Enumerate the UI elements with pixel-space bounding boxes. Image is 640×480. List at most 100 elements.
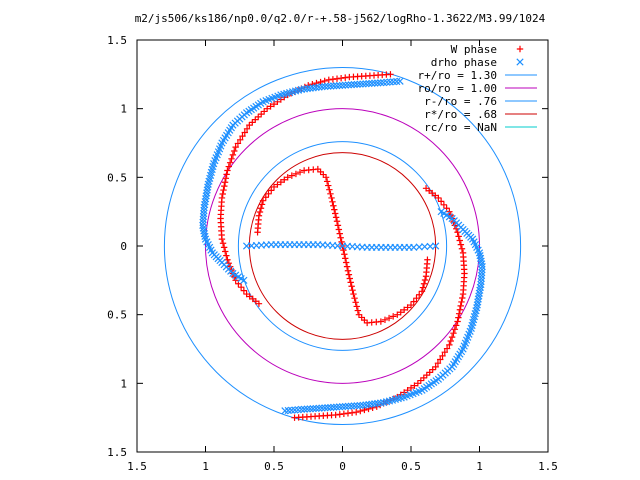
data-point [318, 83, 326, 91]
data-point [327, 82, 335, 90]
data-point [441, 349, 448, 356]
data-point [200, 209, 208, 218]
data-point [420, 374, 427, 382]
data-point [329, 198, 336, 206]
data-point [257, 205, 265, 212]
data-point [321, 404, 329, 412]
data-point [458, 245, 466, 252]
data-point [200, 206, 208, 215]
data-point [225, 259, 232, 267]
data-point [277, 178, 285, 186]
data-point [263, 105, 271, 112]
data-point [371, 400, 379, 408]
data-point [356, 401, 364, 410]
data-point [296, 168, 304, 176]
legend-label: W phase [451, 43, 497, 56]
data-point [256, 208, 264, 216]
data-point [341, 251, 348, 258]
data-point [338, 81, 347, 89]
data-point [414, 380, 422, 387]
data-point [243, 125, 251, 133]
data-point [221, 182, 228, 190]
data-point [317, 168, 324, 176]
data-point [426, 369, 433, 376]
data-point [225, 163, 232, 170]
data-point [453, 322, 460, 329]
data-point [387, 71, 394, 78]
data-point [435, 194, 442, 202]
data-point [237, 136, 244, 143]
circle-r-ro [163, 66, 522, 426]
data-point [199, 218, 207, 227]
data-point [331, 206, 338, 213]
data-point [359, 401, 367, 409]
data-point [262, 194, 269, 201]
data-point [410, 298, 417, 305]
data-point [353, 402, 361, 410]
data-point [423, 371, 430, 379]
data-point [315, 83, 323, 91]
data-point [240, 287, 248, 294]
legend-label: ro/ro = 1.00 [418, 82, 497, 95]
data-point [237, 284, 245, 291]
data-point [477, 257, 485, 265]
data-point [333, 403, 341, 411]
data-point [336, 230, 343, 237]
data-point [421, 276, 429, 284]
data-point [331, 210, 339, 217]
data-point [317, 78, 324, 86]
x-tick-label: 0 [339, 460, 346, 473]
data-point [413, 294, 420, 302]
y-tick-label: 1.5 [107, 34, 127, 47]
data-point [199, 215, 207, 224]
data-point [377, 79, 385, 87]
data-point [350, 402, 358, 410]
data-point [354, 307, 362, 314]
data-point [267, 103, 274, 110]
data-point [344, 267, 352, 274]
data-point [303, 85, 311, 93]
y-tick-label: 1 [120, 103, 127, 116]
data-point [385, 314, 393, 322]
data-point [338, 403, 347, 411]
data-point [437, 198, 445, 205]
data-point [300, 405, 308, 413]
data-point [222, 175, 230, 182]
data-point [234, 140, 242, 147]
y-tick-label: 0 [120, 240, 127, 253]
data-point [342, 255, 349, 262]
series-drho-phase [199, 77, 486, 415]
data-point [255, 113, 262, 121]
data-point [341, 81, 350, 89]
data-point [440, 201, 448, 208]
data-point [407, 384, 415, 392]
data-point [303, 405, 311, 413]
legend-label: r*/ro = .68 [424, 108, 497, 121]
data-point [448, 333, 456, 341]
data-point [450, 330, 457, 337]
legend-label: rc/ro = NaN [424, 121, 497, 134]
data-point [281, 176, 288, 183]
circle-r-ro [237, 141, 448, 351]
data-point [265, 190, 272, 198]
x-tick-label: 1 [476, 460, 483, 473]
data-point [224, 167, 231, 174]
data-point [404, 304, 411, 311]
data-point [432, 363, 439, 371]
data-point [362, 80, 370, 88]
data-point [459, 294, 466, 302]
data-point [400, 306, 408, 314]
data-point [417, 377, 425, 384]
data-point [312, 83, 320, 92]
data-point [199, 221, 207, 230]
data-point [246, 121, 253, 129]
data-point [281, 407, 289, 415]
data-point [255, 212, 263, 219]
data-point [199, 224, 207, 232]
data-point [318, 404, 326, 412]
legend-label: r-/ro = .76 [424, 95, 497, 108]
data-point [477, 274, 485, 283]
data-point [344, 402, 352, 410]
data-point [222, 248, 229, 255]
data-point [353, 303, 360, 310]
